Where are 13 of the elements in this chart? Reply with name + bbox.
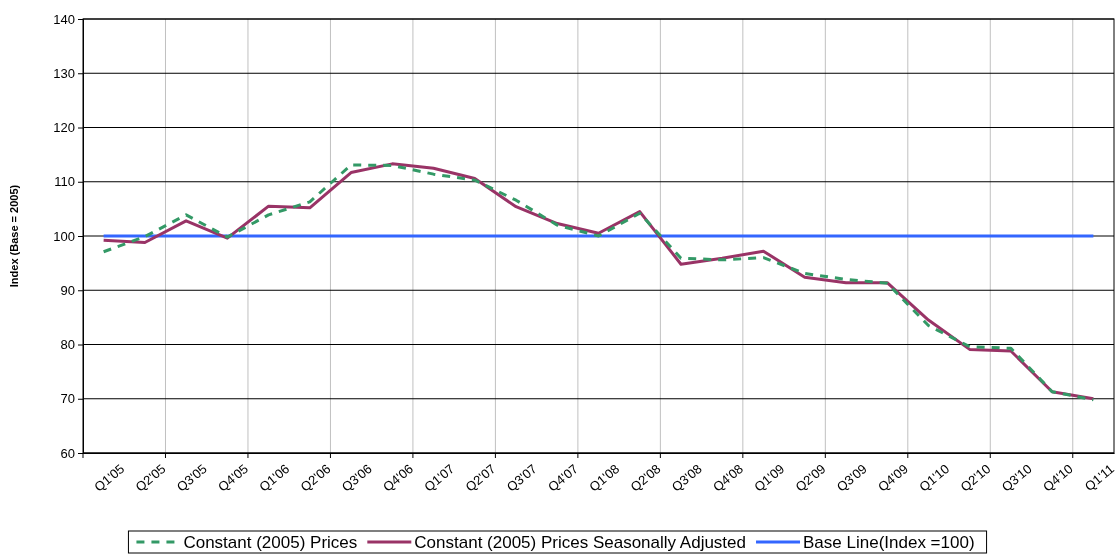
- legend-label: Base Line(Index =100): [803, 533, 975, 552]
- y-tick-label: 60: [60, 445, 75, 461]
- y-tick-label: 110: [54, 174, 75, 190]
- legend-label: Constant (2005) Prices: [183, 533, 358, 552]
- y-tick-label: 100: [53, 228, 75, 244]
- y-tick-label: 120: [53, 120, 75, 136]
- y-tick-label: 70: [60, 391, 75, 407]
- y-tick-label: 130: [53, 65, 75, 81]
- y-tick-label: 80: [60, 337, 75, 353]
- y-axis-title: Index (Base = 2005): [8, 184, 20, 288]
- legend-label: Constant (2005) Prices Seasonally Adjusted: [414, 533, 747, 552]
- y-tick-label: 140: [53, 11, 75, 27]
- y-tick-label: 90: [60, 282, 75, 298]
